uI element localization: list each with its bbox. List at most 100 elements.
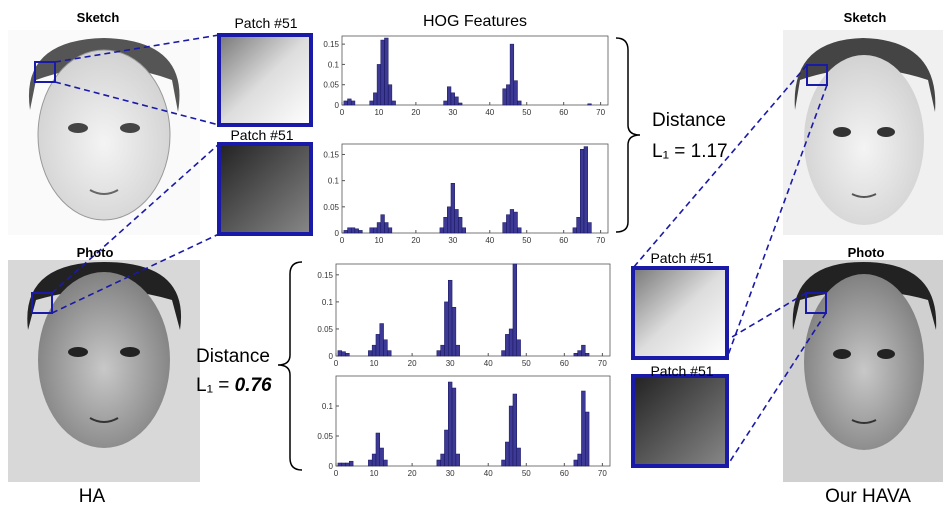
x-tick-label: 70 [598,359,607,368]
y-tick-label: 0.05 [323,81,339,90]
patch-image [631,374,729,468]
x-tick-label: 10 [374,236,383,245]
y-tick-label: 0.1 [322,402,334,411]
bar [572,227,577,234]
bar [516,447,521,467]
bar [585,353,590,357]
bar [343,100,348,106]
bar [345,462,350,467]
bar [387,227,393,234]
bar [448,279,453,357]
bar [358,230,363,234]
bar [513,80,518,106]
bar [501,350,506,357]
bar [509,43,515,106]
bar [444,301,449,357]
distance-formula: L₁ = 0.76 [196,375,272,396]
hog-title: HOG Features [423,13,527,30]
bar [508,405,514,467]
x-tick-label: 50 [522,108,531,117]
x-tick-label: 50 [522,359,531,368]
bar [455,344,460,357]
x-tick-label: 20 [411,236,420,245]
bar [371,453,377,467]
method-label: Our HAVA [825,486,911,507]
bar [577,350,582,357]
bar [513,211,518,234]
x-tick-label: 40 [485,108,494,117]
bar [368,459,373,467]
bar [373,92,378,106]
bar [371,344,377,357]
x-tick-label: 20 [408,359,417,368]
plot-frame [341,143,609,234]
bar [502,222,507,234]
bar [373,227,378,234]
x-tick-label: 70 [598,469,607,478]
bar [512,263,518,357]
x-tick-label: 70 [596,236,605,245]
x-tick-label: 60 [560,469,569,478]
x-tick-label: 40 [484,469,493,478]
hava-sketch-image [783,30,943,235]
bar [444,429,449,467]
bar [583,146,588,234]
y-tick-label: 0.05 [317,432,333,441]
bar [375,334,381,357]
patch-image [217,33,313,127]
y-tick-label: 0.15 [323,150,339,159]
bar [447,206,452,234]
bar [337,350,342,357]
bar [587,103,592,106]
patch-label: Patch #51 [230,127,293,143]
bar [455,453,460,467]
x-tick-label: 0 [340,236,345,245]
bar [350,227,356,234]
x-tick-label: 20 [411,108,420,117]
distance-formula: L₁ = 1.17 [652,141,728,162]
hava-photo-image [783,260,943,482]
x-tick-label: 10 [370,359,379,368]
x-tick-label: 50 [522,236,531,245]
bar [573,353,578,357]
bar [380,39,385,106]
y-tick-label: 0 [329,462,334,471]
bar [505,334,510,357]
label: Sketch [844,10,887,25]
bar [439,227,444,234]
bar [581,390,586,467]
bar [387,84,393,106]
bar [509,209,515,234]
x-tick-label: 0 [334,359,339,368]
x-tick-label: 0 [340,108,345,117]
x-tick-label: 40 [484,359,493,368]
bar [440,453,445,467]
bar [391,100,396,106]
bar [451,307,457,357]
bar [458,217,463,234]
ha-sketch-image [8,30,200,235]
brace [615,37,641,233]
patch-label: Patch #51 [650,250,713,266]
bar [349,460,354,467]
method-label: HA [79,486,106,507]
bar [369,227,374,234]
x-tick-label: 30 [446,359,455,368]
x-tick-label: 0 [334,469,339,478]
brace [277,261,303,471]
bar [581,344,586,357]
formula-text: L₁ = [196,375,235,396]
x-tick-label: 60 [559,108,568,117]
bar [375,432,381,467]
label: Sketch [77,10,120,25]
y-tick-label: 0 [335,229,340,238]
bar [368,350,373,357]
x-tick-label: 10 [374,108,383,117]
bar [450,92,455,106]
bar [436,350,441,357]
x-tick-label: 40 [485,236,494,245]
x-tick-label: 10 [370,469,379,478]
bar [454,96,459,106]
x-tick-label: 30 [448,108,457,117]
